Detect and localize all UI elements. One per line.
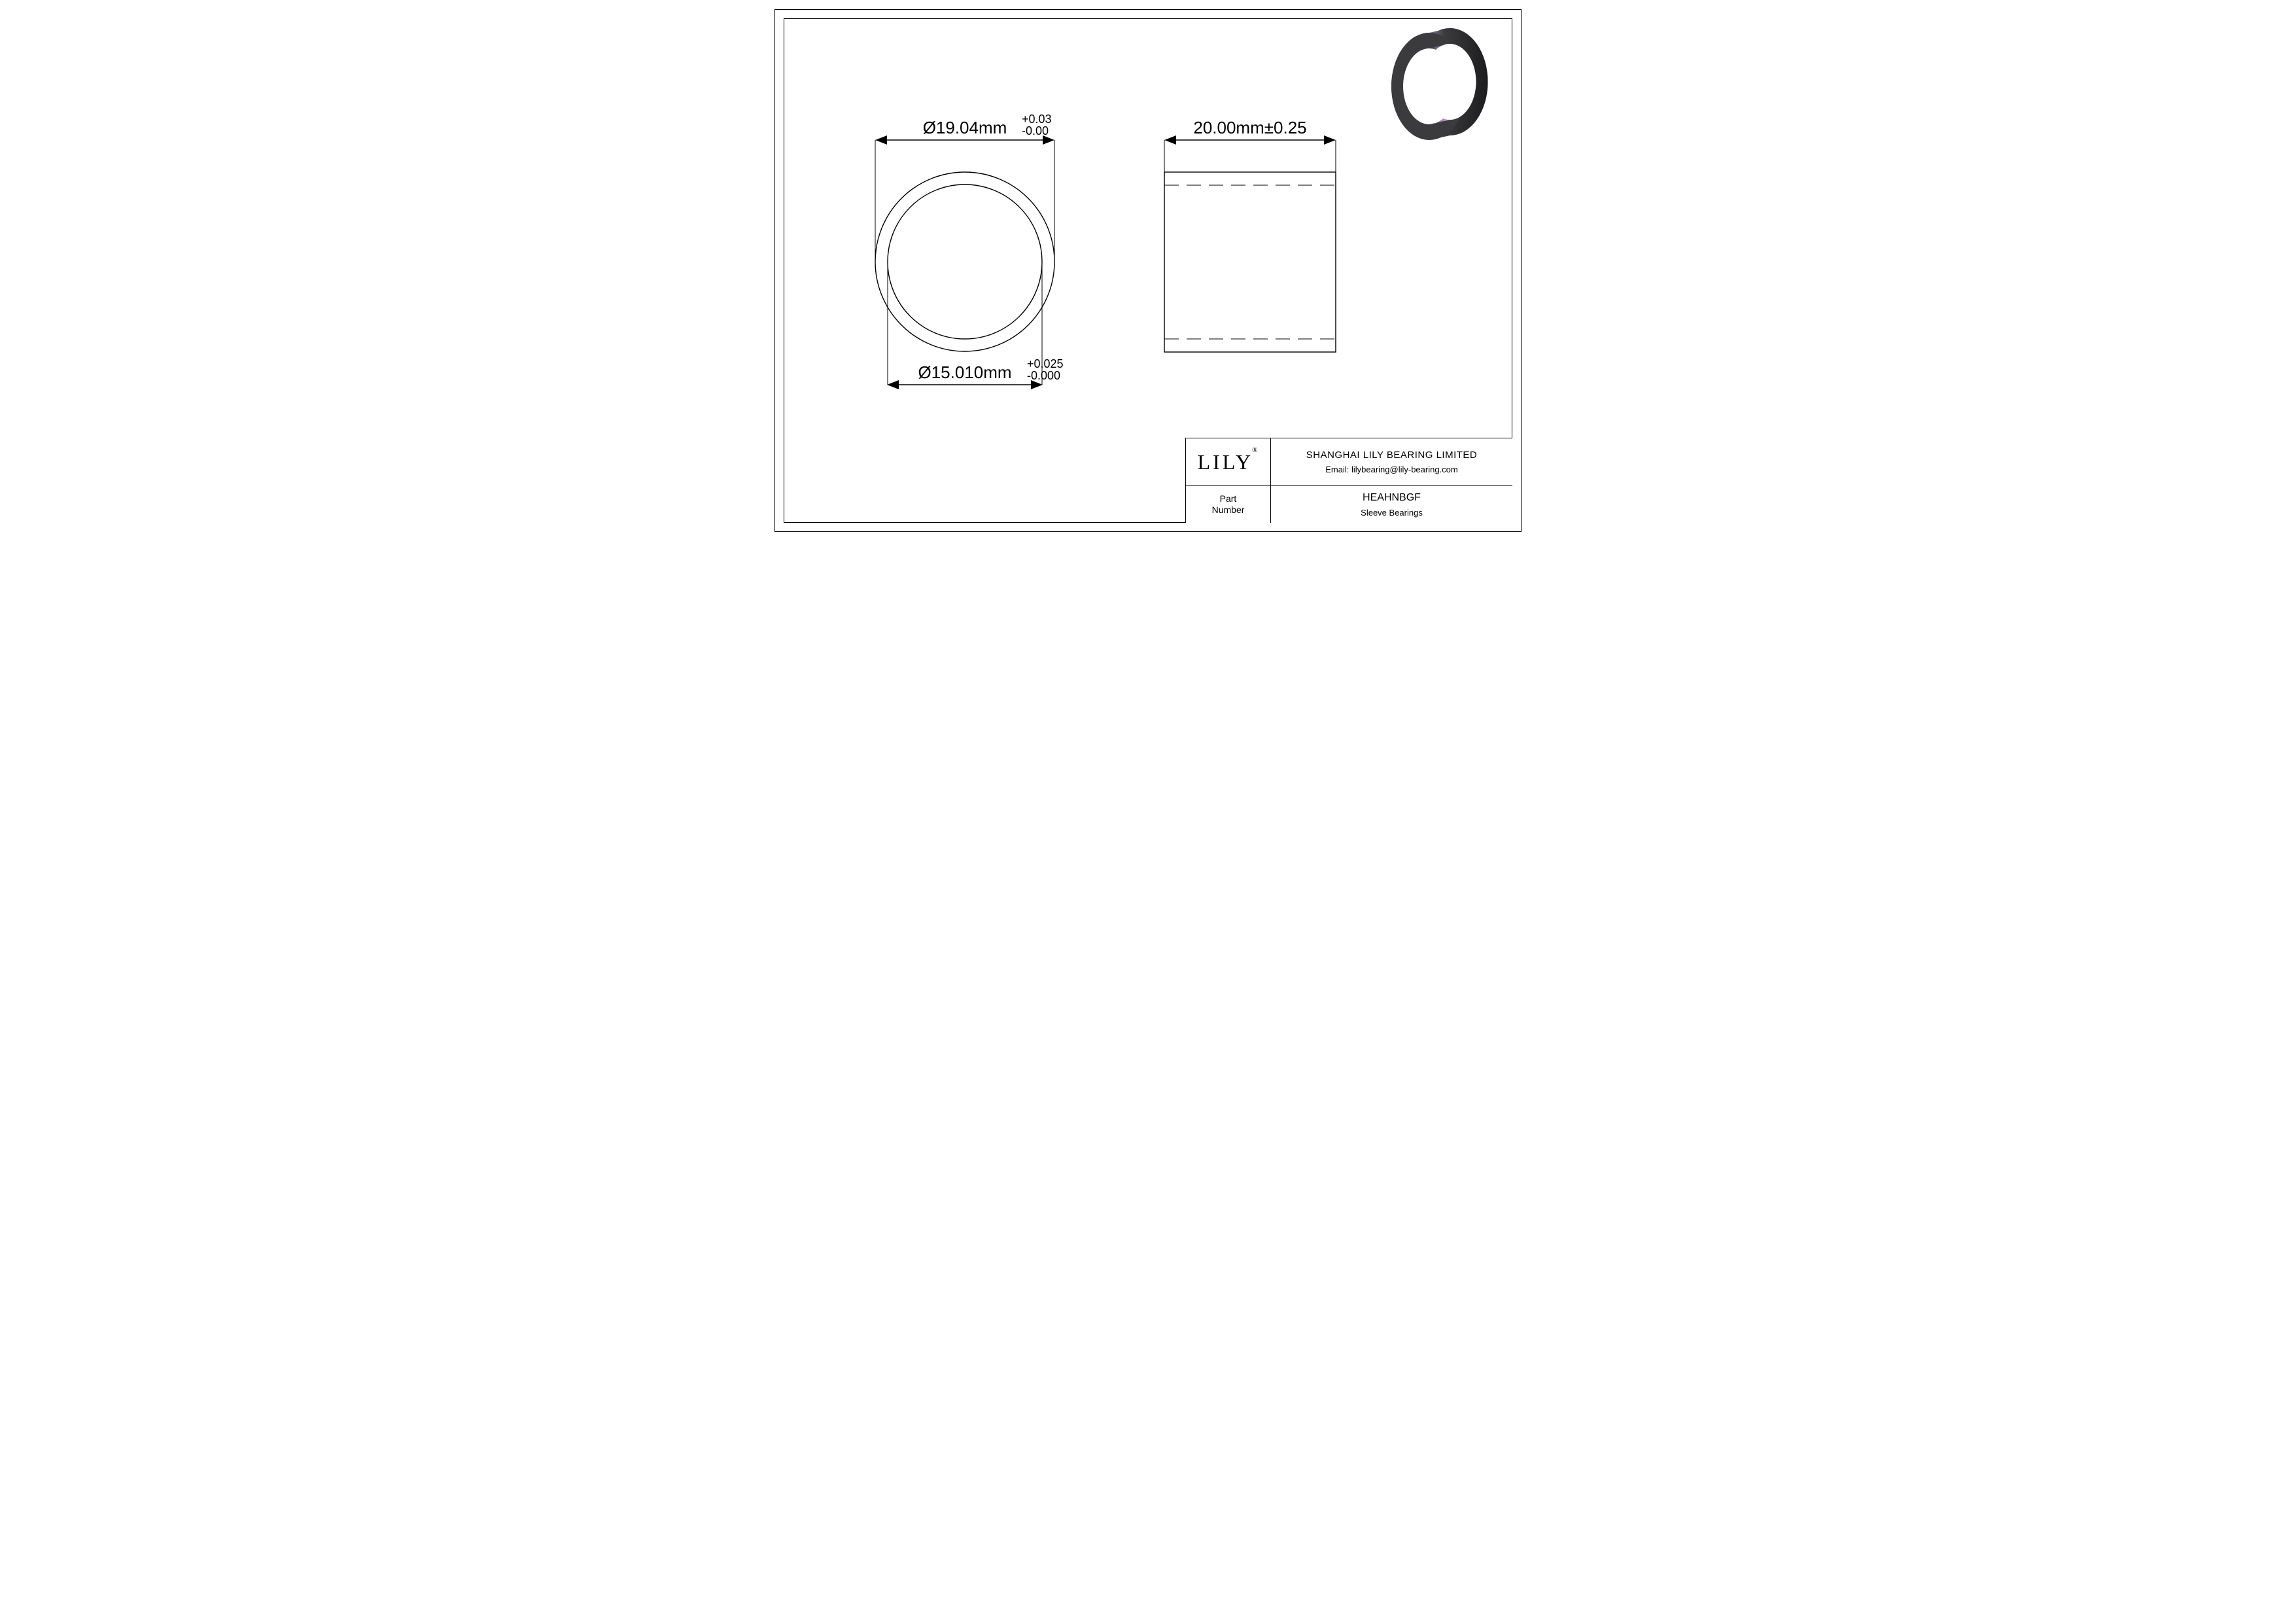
front-outer-circle xyxy=(875,172,1054,351)
company-cell: SHANGHAI LILY BEARING LIMITED Email: lil… xyxy=(1271,438,1512,485)
title-block-row-2: Part Number HEAHNBGF Sleeve Bearings xyxy=(1186,486,1512,523)
dim-len-value: 20.00mm±0.25 xyxy=(1193,118,1306,137)
registered-mark: ® xyxy=(1252,446,1257,454)
drawing-sheet: Ø19.04mm +0.03-0.00 Ø15.010mm +0.025-0.000 2… xyxy=(765,0,1531,541)
dim-od-value: Ø19.04mm xyxy=(923,118,1007,137)
part-number-value: HEAHNBGF xyxy=(1363,492,1421,504)
dim-id-tol-plus: +0.025 xyxy=(1027,357,1064,370)
part-number-value-cell: HEAHNBGF Sleeve Bearings xyxy=(1271,486,1512,523)
dim-od-tol-minus: -0.00 xyxy=(1022,124,1049,137)
part-description: Sleeve Bearings xyxy=(1361,508,1423,518)
dim-od-tol-plus: +0.03 xyxy=(1022,113,1052,126)
company-email: Email: lilybearing@lily-bearing.com xyxy=(1325,465,1458,474)
part-number-label: Part Number xyxy=(1212,493,1245,516)
iso-render xyxy=(1391,28,1488,140)
dim-id-value: Ø15.010mm xyxy=(918,362,1011,382)
title-block: LILY® SHANGHAI LILY BEARING LIMITED Emai… xyxy=(1185,438,1512,523)
title-block-row-1: LILY® SHANGHAI LILY BEARING LIMITED Emai… xyxy=(1186,438,1512,486)
side-rect xyxy=(1164,172,1336,352)
logo-text: LILY® xyxy=(1197,450,1259,474)
front-inner-circle xyxy=(888,185,1042,339)
logo-cell: LILY® xyxy=(1186,438,1271,485)
logo-word: LILY xyxy=(1197,450,1253,474)
part-number-label-cell: Part Number xyxy=(1186,486,1271,523)
dim-id-tol-minus: -0.000 xyxy=(1027,369,1060,382)
company-name: SHANGHAI LILY BEARING LIMITED xyxy=(1306,450,1478,461)
